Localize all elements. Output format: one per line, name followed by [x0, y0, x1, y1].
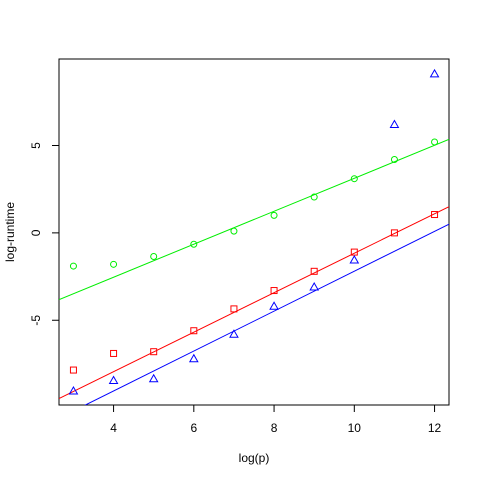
triangle-point [429, 68, 440, 78]
square-point [190, 327, 198, 335]
circle-point [110, 260, 118, 268]
x-tick-label: 12 [428, 421, 442, 435]
x-tick-label: 10 [348, 421, 362, 435]
y-tick-label: 5 [29, 142, 43, 149]
triangle-point [148, 373, 159, 383]
square-point [69, 366, 77, 374]
triangle-point [389, 119, 400, 129]
x-tick-label: 4 [110, 421, 117, 435]
square-point [270, 287, 278, 295]
circle-point [270, 211, 278, 219]
triangle-point [269, 301, 279, 310]
fit-line [84, 223, 449, 405]
square-point [230, 305, 238, 313]
y-axis-label: log-runtime [3, 202, 17, 262]
x-tick-label: 6 [190, 421, 197, 435]
square-point [150, 348, 158, 356]
x-axis: 4 6 8 10 12 [110, 404, 442, 435]
data-points [68, 68, 440, 395]
circle-point [310, 193, 318, 201]
circle-point [390, 155, 398, 163]
triangle-point [349, 254, 360, 264]
circle-point [190, 240, 198, 248]
triangle-point [68, 386, 79, 395]
fit-lines [59, 138, 449, 405]
circle-point [350, 175, 358, 183]
circle-point [230, 227, 238, 235]
triangle-point [108, 375, 119, 385]
fit-line [59, 206, 449, 399]
square-point [390, 229, 398, 237]
y-tick-label: -5 [29, 315, 43, 326]
square-point [310, 267, 318, 275]
y-axis: -5 0 5 [29, 142, 60, 326]
fit-line [59, 138, 449, 301]
circle-point [431, 138, 439, 146]
triangle-point [229, 329, 239, 338]
plot-frame [58, 58, 450, 406]
square-point [431, 211, 439, 219]
square-point [110, 349, 118, 357]
triangle-point [188, 353, 199, 363]
circle-point [69, 262, 77, 270]
y-tick-label: 0 [29, 229, 43, 236]
triangle-point [309, 282, 320, 291]
x-axis-label: log(p) [239, 451, 270, 465]
circle-point [150, 252, 158, 260]
x-tick-label: 8 [271, 421, 278, 435]
